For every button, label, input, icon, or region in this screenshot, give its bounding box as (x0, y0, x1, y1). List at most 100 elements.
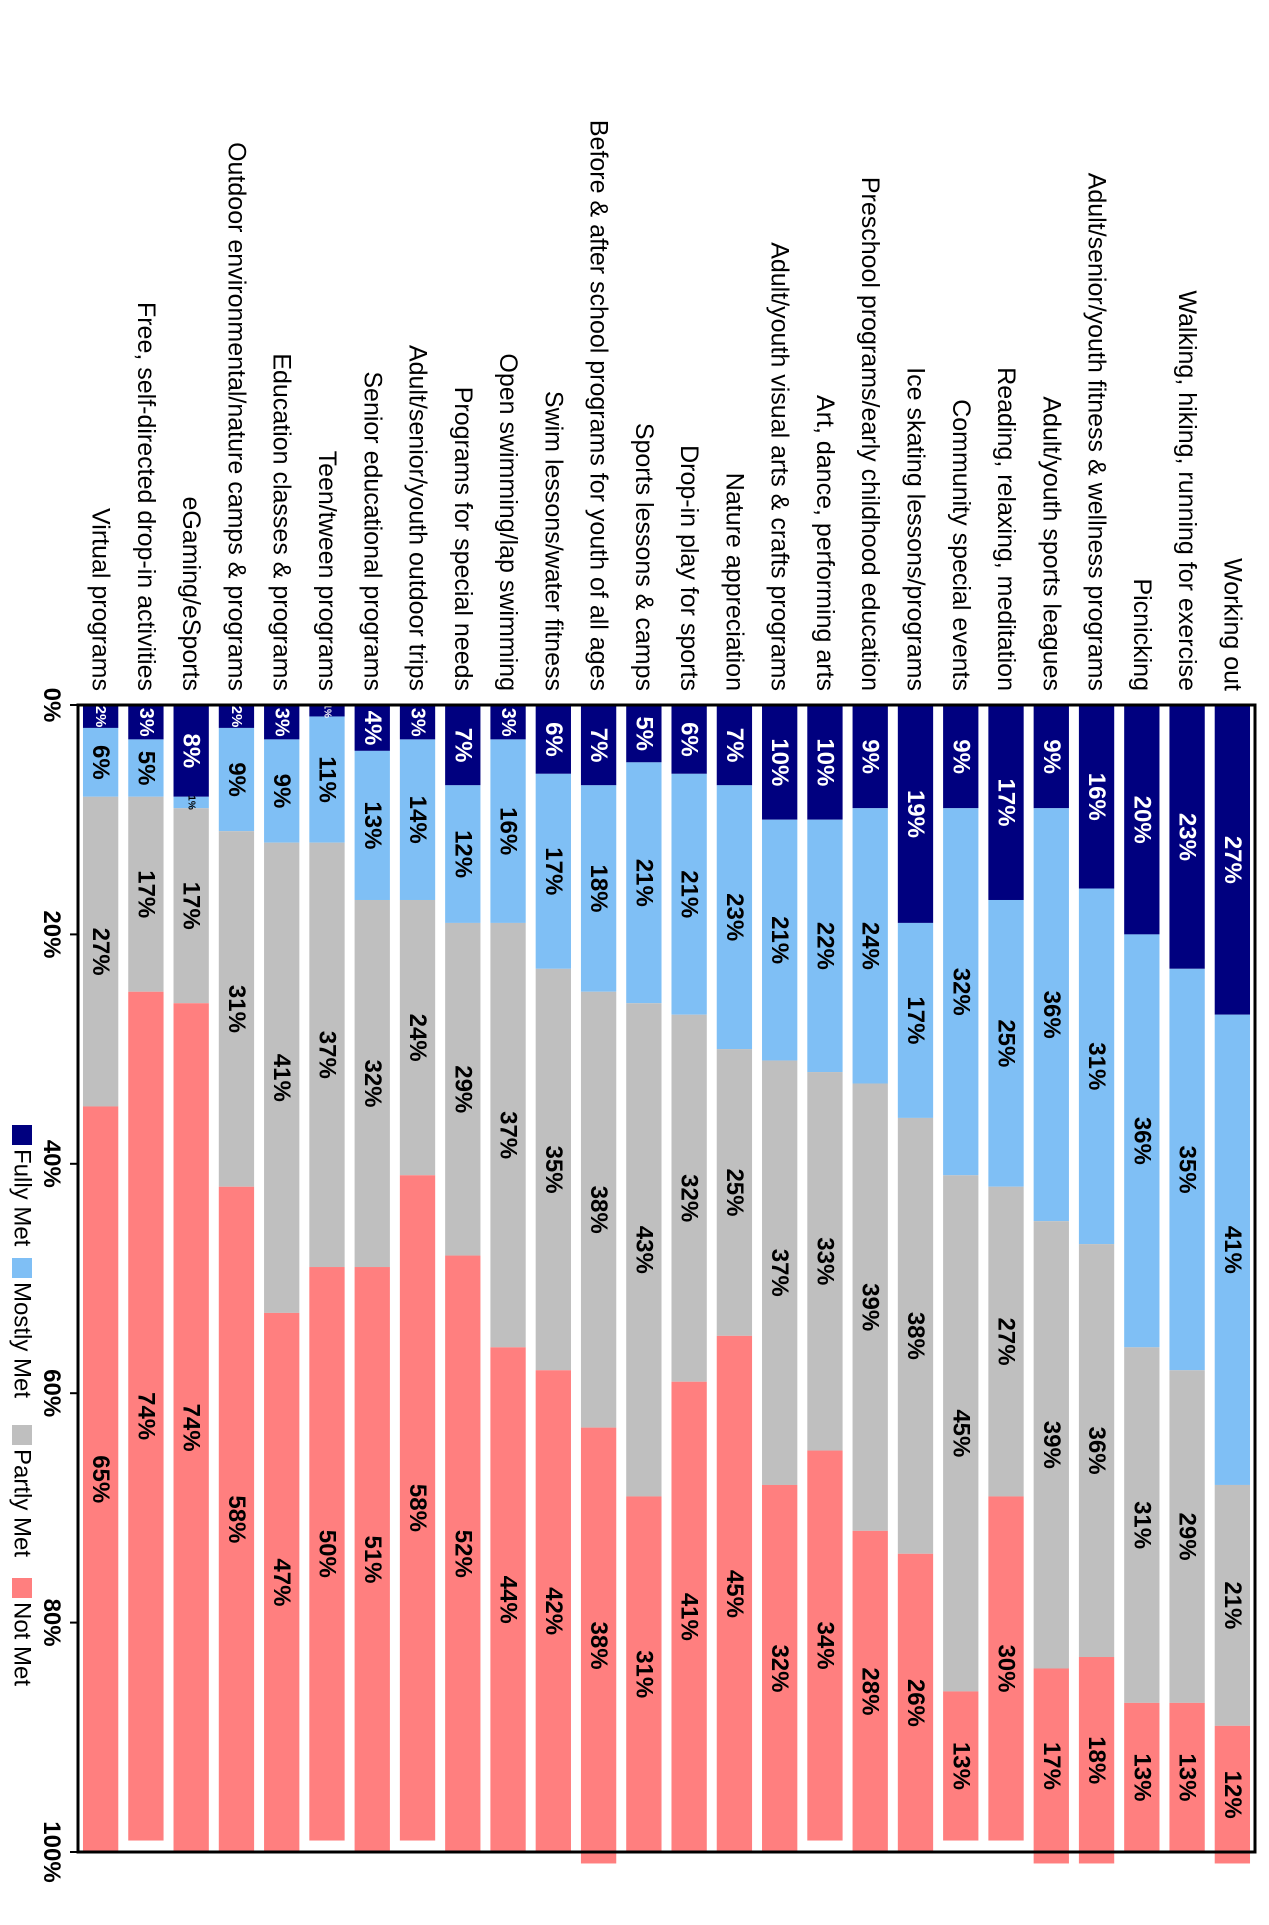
bar-not-met-18 (445, 1255, 481, 1853)
data-label-mostly-met-20: 13% (359, 801, 386, 849)
axis-ticks (70, 704, 78, 1853)
bar-mostly-met-9 (852, 808, 888, 1084)
data-label-fully-met-14: 5% (630, 716, 657, 751)
bar-not-met-6 (988, 1496, 1024, 1841)
data-label-mostly-met-24: 1% (186, 795, 197, 810)
data-label-fully-met-11: 10% (766, 738, 793, 786)
bar-mostly-met-21 (309, 716, 345, 843)
bar-fully-met-4 (1078, 705, 1115, 889)
bar-fully-met-5 (1033, 705, 1069, 809)
category-label-adult-senior-youth-fitness-wellness-programs: Adult/senior/youth fitness & wellness pr… (1083, 173, 1111, 691)
bar-mostly-met-11 (762, 819, 798, 1061)
data-label-fully-met-16: 6% (540, 722, 567, 757)
data-label-not-met-4: 18% (1083, 1736, 1110, 1784)
bar-not-met-26 (82, 1106, 119, 1852)
bar-not-met-12 (716, 1335, 753, 1852)
bar-mostly-met-12 (716, 785, 753, 1050)
data-label-not-met-20: 51% (359, 1535, 386, 1583)
bar-mostly-met-15 (580, 785, 617, 992)
x-tick-label-0: 0% (38, 688, 65, 723)
bar-partly-met-20 (354, 899, 390, 1268)
data-label-fully-met-9: 9% (857, 739, 884, 774)
bar-not-met-1 (1214, 1725, 1251, 1864)
data-label-mostly-met-26: 6% (87, 745, 114, 780)
data-label-not-met-23: 58% (223, 1495, 250, 1543)
bar-mostly-met-18 (445, 785, 481, 923)
bar-partly-met-3 (1124, 1347, 1160, 1703)
data-label-fully-met-3: 20% (1128, 796, 1155, 844)
bar-fully-met-13 (671, 705, 707, 774)
data-label-fully-met-7: 9% (947, 739, 974, 774)
bar-partly-met-18 (445, 922, 481, 1256)
bar-fully-met-22 (264, 705, 300, 740)
data-label-not-met-19: 58% (404, 1484, 431, 1532)
category-label-swim-lessons-water-fitness: Swim lessons/water fitness (539, 391, 567, 691)
bar-not-met-3 (1124, 1702, 1160, 1853)
data-label-partly-met-1: 21% (1219, 1581, 1246, 1629)
data-label-not-met-6: 30% (993, 1644, 1020, 1692)
bar-partly-met-11 (762, 1060, 798, 1485)
data-label-fully-met-20: 4% (359, 711, 386, 746)
bar-partly-met-7 (943, 1175, 979, 1692)
category-label-programs-for-special-needs: Programs for special needs (449, 387, 477, 691)
bar-not-met-20 (354, 1267, 390, 1852)
bar-partly-met-16 (535, 968, 571, 1371)
data-label-fully-met-24: 8% (178, 734, 205, 769)
bar-mostly-met-1 (1214, 1014, 1251, 1485)
data-label-mostly-met-11: 21% (766, 916, 793, 964)
data-label-not-met-24: 74% (178, 1404, 205, 1452)
data-label-mostly-met-2: 35% (1174, 1146, 1201, 1194)
bar-fully-met-15 (580, 705, 617, 786)
bar-mostly-met-24 (173, 796, 209, 809)
bar-partly-met-5 (1033, 1221, 1069, 1669)
bar-mostly-met-4 (1078, 888, 1115, 1245)
data-label-not-met-2: 13% (1174, 1753, 1201, 1801)
data-label-mostly-met-8: 17% (902, 996, 929, 1044)
data-label-partly-met-24: 17% (178, 882, 205, 930)
data-label-not-met-1: 12% (1219, 1771, 1246, 1819)
bar-mostly-met-22 (264, 739, 300, 843)
data-label-partly-met-7: 45% (947, 1409, 974, 1457)
data-label-partly-met-22: 41% (268, 1054, 295, 1102)
category-label-community-special-events: Community special events (947, 399, 975, 691)
bar-fully-met-18 (445, 705, 481, 786)
data-label-partly-met-14: 43% (630, 1226, 657, 1274)
data-label-fully-met-12: 7% (721, 728, 748, 763)
data-label-not-met-25: 74% (132, 1392, 159, 1440)
category-label-drop-in-play-for-sports: Drop-in play for sports (675, 445, 703, 691)
data-label-mostly-met-10: 22% (811, 922, 838, 970)
data-label-mostly-met-12: 23% (721, 893, 748, 941)
bar-partly-met-13 (671, 1014, 707, 1382)
legend-swatch-not-met (12, 1578, 32, 1598)
bar-not-met-19 (399, 1175, 436, 1841)
data-label-mostly-met-5: 36% (1038, 991, 1065, 1039)
bar-fully-met-16 (535, 705, 571, 774)
data-label-not-met-22: 47% (268, 1558, 295, 1606)
bar-not-met-17 (490, 1347, 526, 1852)
data-label-partly-met-3: 31% (1128, 1501, 1155, 1549)
data-label-partly-met-15: 38% (585, 1186, 612, 1234)
data-labels: 27% 41% 21% 12% 23% 35% 29% 13% 20% 36% 31% 13% 16% 3… (87, 704, 1246, 1819)
data-label-partly-met-21: 37% (313, 1031, 340, 1079)
bar-fully-met-10 (807, 705, 843, 820)
bar-not-met-9 (852, 1530, 888, 1852)
bar-mostly-met-10 (807, 819, 843, 1073)
bar-fully-met-25 (128, 705, 164, 740)
data-label-not-met-12: 45% (721, 1570, 748, 1618)
legend-label-partly-met: Partly Met (9, 1449, 36, 1557)
bar-not-met-15 (580, 1427, 617, 1864)
bar-fully-met-6 (988, 705, 1024, 900)
bar-fully-met-19 (399, 705, 436, 740)
bar-fully-met-1 (1214, 705, 1251, 1015)
bar-partly-met-15 (580, 991, 617, 1428)
data-label-mostly-met-14: 21% (630, 859, 657, 907)
category-label-reading-relaxing-meditation: Reading, relaxing, meditation (992, 367, 1020, 691)
data-label-partly-met-12: 25% (721, 1168, 748, 1216)
bar-fully-met-9 (852, 705, 888, 809)
data-label-fully-met-25: 3% (135, 708, 157, 737)
data-label-mostly-met-17: 16% (495, 807, 522, 855)
data-label-fully-met-19: 3% (407, 708, 429, 737)
category-label-virtual-programs: Virtual programs (87, 508, 115, 691)
data-label-mostly-met-19: 14% (404, 796, 431, 844)
bar-not-met-10 (807, 1450, 843, 1841)
